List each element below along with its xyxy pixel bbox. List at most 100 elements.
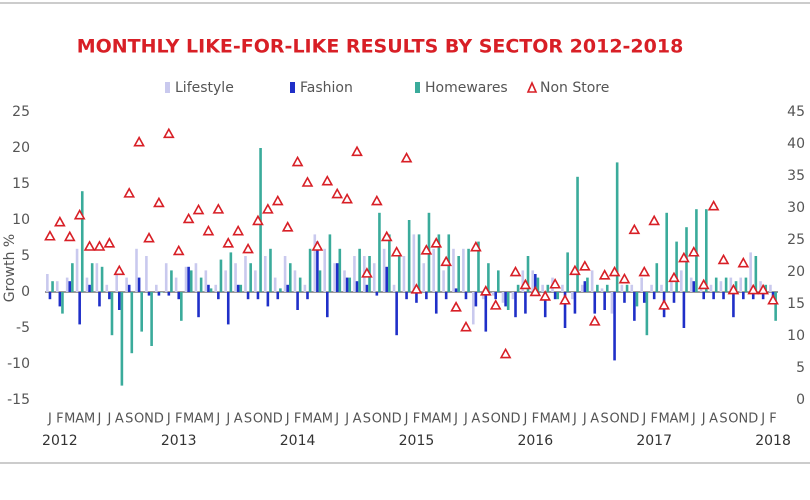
x-tick-label: A xyxy=(234,412,243,427)
bar xyxy=(596,284,599,292)
marker xyxy=(549,278,561,289)
x-tick-label: S xyxy=(601,412,609,427)
bar xyxy=(385,266,389,292)
x-tick-label: A xyxy=(115,412,124,427)
bar xyxy=(655,263,659,292)
bar xyxy=(714,277,718,292)
bar xyxy=(90,263,94,292)
x-tick-label: A xyxy=(590,412,599,427)
bar xyxy=(174,277,178,292)
marker xyxy=(73,208,86,220)
marker xyxy=(113,264,126,276)
bar xyxy=(464,292,468,300)
x-tick-label: A xyxy=(551,412,560,427)
bar xyxy=(187,266,190,292)
bar xyxy=(316,241,319,292)
bar xyxy=(496,270,500,292)
marker xyxy=(588,315,601,326)
bar xyxy=(625,284,629,292)
marker xyxy=(648,214,661,226)
x-tick-label: M xyxy=(322,412,333,427)
marker xyxy=(707,199,720,211)
bar xyxy=(155,284,158,292)
marker xyxy=(420,244,433,255)
bar xyxy=(189,270,193,292)
marker xyxy=(311,240,324,251)
bar xyxy=(296,292,299,310)
bar xyxy=(180,292,183,321)
x-tick-label: N xyxy=(501,412,511,427)
bar xyxy=(477,241,480,292)
bar xyxy=(167,292,171,296)
bar xyxy=(633,292,636,321)
bar xyxy=(358,248,361,292)
y2-tick-label: 40 xyxy=(787,136,805,152)
bar xyxy=(382,248,386,292)
x-tick-label: F xyxy=(532,412,539,427)
marker xyxy=(143,231,155,243)
bar xyxy=(308,248,312,292)
y2-tick-label: 25 xyxy=(787,232,805,248)
bar xyxy=(749,252,752,292)
bar xyxy=(279,288,282,292)
bar xyxy=(531,270,535,292)
bar xyxy=(85,277,89,292)
bar xyxy=(209,288,213,292)
bar xyxy=(437,234,441,292)
bar xyxy=(75,248,79,292)
marker xyxy=(242,242,254,254)
bar xyxy=(405,292,408,300)
x-tick-label: D xyxy=(273,412,283,427)
bar xyxy=(375,292,379,296)
bar xyxy=(80,191,84,292)
bar xyxy=(395,292,398,336)
bar xyxy=(761,292,765,300)
legend-label: Lifestyle xyxy=(175,80,234,96)
bar xyxy=(273,277,277,292)
bar xyxy=(286,284,289,292)
bar xyxy=(642,292,646,303)
marker xyxy=(717,253,730,265)
bar xyxy=(759,281,762,292)
marker xyxy=(400,151,413,163)
year-label: 2015 xyxy=(399,433,435,449)
x-tick-label: M xyxy=(64,412,75,427)
bar xyxy=(157,292,161,296)
bar xyxy=(323,248,327,292)
bar xyxy=(115,270,118,292)
legend-swatch xyxy=(526,81,538,93)
bar xyxy=(571,292,574,300)
bar xyxy=(467,248,470,292)
marker xyxy=(370,194,383,206)
y-tick-label: 20 xyxy=(12,140,30,156)
bar xyxy=(442,270,445,292)
marker xyxy=(628,223,641,235)
bar xyxy=(576,176,579,292)
x-tick-label: J xyxy=(522,412,527,427)
bar xyxy=(600,288,604,292)
marker xyxy=(658,299,670,310)
bar xyxy=(521,270,525,292)
marker xyxy=(519,278,532,290)
x-tick-label: F xyxy=(175,412,182,427)
y2-tick-label: 5 xyxy=(796,360,805,376)
bar xyxy=(665,212,668,292)
marker xyxy=(321,174,334,186)
marker xyxy=(737,256,750,268)
bar xyxy=(239,284,243,292)
bar xyxy=(224,270,227,292)
x-tick-label: M xyxy=(302,412,313,427)
bar xyxy=(71,263,74,292)
bar xyxy=(236,284,240,292)
marker xyxy=(539,290,552,301)
bar xyxy=(754,256,758,292)
bar xyxy=(660,284,663,292)
bar xyxy=(603,292,606,310)
bar xyxy=(709,284,713,292)
marker xyxy=(569,264,581,276)
bar xyxy=(244,256,247,292)
marker xyxy=(608,265,621,277)
x-tick-label: J xyxy=(344,412,349,427)
bar xyxy=(494,292,497,300)
